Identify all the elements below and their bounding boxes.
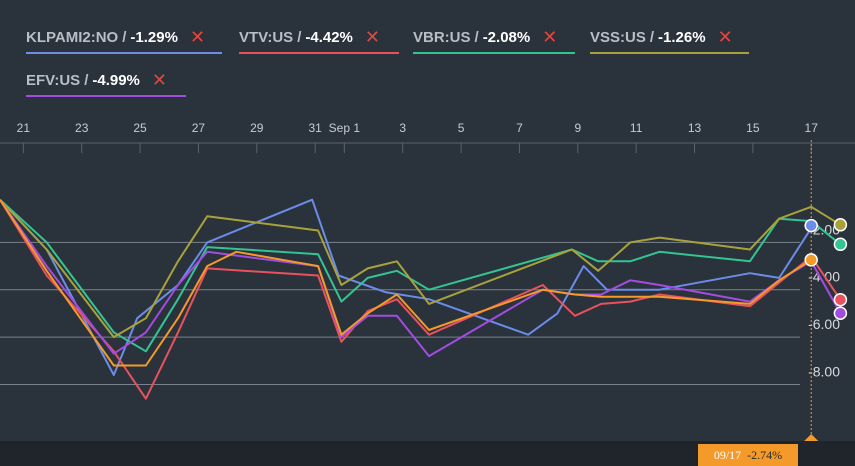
remove-series-close-icon[interactable]: ✕	[189, 26, 206, 47]
legend-item-efv-us[interactable]: EFV:US / -4.99% ✕	[26, 67, 186, 97]
x-tick-label: Sep 1	[329, 121, 361, 135]
legend-change: -1.26%	[658, 28, 706, 46]
legend-ticker: VTV:US	[239, 28, 294, 46]
x-tick-label: 9	[574, 121, 581, 135]
x-tick-label: 15	[746, 121, 760, 135]
x-tick-label: 11	[630, 121, 643, 135]
x-tick-label: 21	[17, 121, 31, 135]
legend-item-vtv-us[interactable]: VTV:US / -4.42% ✕	[239, 24, 399, 54]
tooltip-date: 09/17	[713, 447, 742, 462]
series-endpoint-vss-us	[833, 218, 848, 232]
series-line-vss-us	[0, 199, 841, 339]
legend-change: -4.99%	[92, 71, 140, 89]
remove-series-close-icon[interactable]: ✕	[717, 26, 733, 47]
legend-ticker: VBR:US	[413, 28, 471, 46]
crosshair-pointer	[804, 434, 819, 441]
legend-change: -4.42%	[305, 28, 353, 46]
legend-separator: /	[122, 28, 127, 46]
x-tick-label: 29	[250, 121, 264, 135]
series-line-vtv-us	[0, 199, 842, 400]
crosshair-tooltip: 09/17 -2.74%	[698, 444, 798, 466]
gridlines	[0, 241, 800, 385]
legend-ticker: KLPAMI2:NO	[26, 28, 119, 46]
x-tick-label: 5	[458, 121, 465, 135]
legend-separator: /	[649, 28, 655, 46]
x-tick-label: 13	[688, 121, 702, 135]
legend-separator: /	[474, 28, 479, 46]
legend-item-vss-us[interactable]: VSS:US / -1.26% ✕	[590, 24, 749, 54]
series-endpoints	[804, 218, 848, 320]
crosshair	[804, 140, 819, 441]
legend-change: -1.29%	[130, 28, 178, 46]
legend-ticker: EFV:US	[26, 71, 81, 89]
legend-change: -2.08%	[482, 28, 531, 46]
x-tick-label: 3	[399, 121, 406, 135]
tooltip-value: -2.74%	[747, 447, 783, 462]
y-axis: -2.00-4.00-6.00-8.00	[808, 221, 840, 379]
legend-item-vbr-us[interactable]: VBR:US / -2.08% ✕	[413, 24, 575, 54]
line-chart: 21 23 25 27 29 31 Sep 1 3 5 7 9 11 13 15 17 -2.00-4.00…	[0, 121, 855, 441]
x-axis: 21 23 25 27 29 31 Sep 1 3 5 7 9 11 13 15 17	[0, 121, 855, 153]
series-line-efv-us	[0, 199, 842, 358]
x-tick-label: 7	[516, 121, 523, 135]
legend: KLPAMI2:NO / -1.29% ✕ VTV:US / -4.42% ✕ VBR:US / -…	[0, 0, 855, 105]
x-tick-label: 23	[75, 121, 89, 135]
x-tick-label: 27	[192, 121, 206, 135]
series-endpoint-vtv-us	[833, 292, 848, 307]
series-endpoint-series-5	[804, 253, 818, 267]
y-tick-label: -6.00	[808, 316, 840, 332]
remove-series-close-icon[interactable]: ✕	[542, 26, 558, 47]
series-lines	[0, 198, 842, 400]
legend-ticker: VSS:US	[590, 28, 646, 46]
x-tick-label: 17	[805, 121, 819, 135]
x-tick-label: 31	[308, 121, 322, 135]
series-endpoint-vbr-us	[833, 237, 848, 252]
series-endpoint-klpami2-no	[804, 218, 818, 233]
series-line-vbr-us	[0, 198, 842, 353]
remove-series-close-icon[interactable]: ✕	[364, 26, 380, 47]
legend-item-klpami2-no[interactable]: KLPAMI2:NO / -1.29% ✕	[26, 24, 222, 54]
remove-series-close-icon[interactable]: ✕	[151, 69, 167, 90]
legend-separator: /	[297, 28, 302, 46]
series-endpoint-efv-us	[833, 306, 848, 320]
legend-separator: /	[84, 71, 89, 89]
y-tick-label: -8.00	[808, 363, 840, 379]
series-line-series-5	[0, 199, 812, 367]
x-tick-label: 25	[133, 121, 147, 135]
